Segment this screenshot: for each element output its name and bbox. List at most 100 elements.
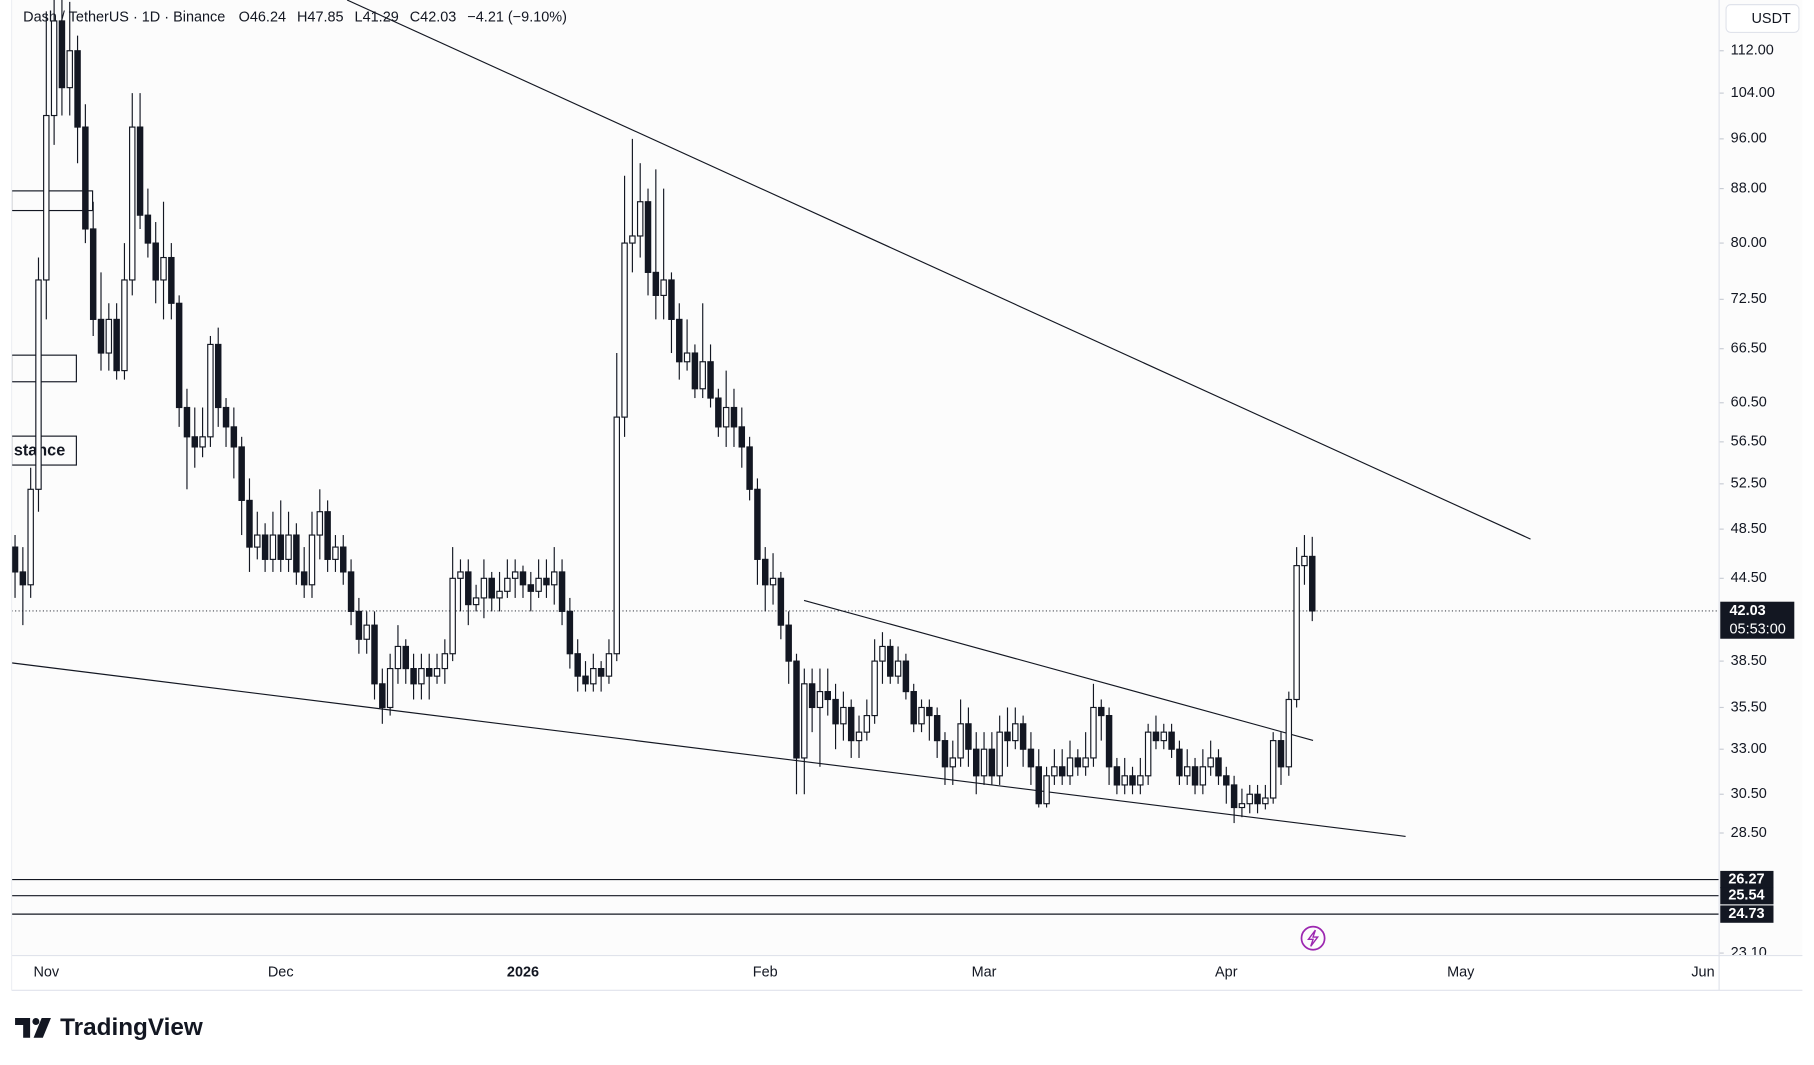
candle-body bbox=[379, 683, 386, 709]
y-tick-label: 44.50 bbox=[1731, 570, 1767, 586]
candle-body bbox=[683, 352, 691, 363]
horizontal-lines bbox=[11, 610, 1720, 915]
candle-body bbox=[926, 706, 933, 717]
countdown-label: 05:53:00 bbox=[1730, 621, 1786, 637]
candle-body bbox=[136, 126, 144, 216]
candle-body bbox=[394, 645, 402, 670]
candle-body bbox=[691, 352, 699, 390]
candle-body bbox=[879, 645, 886, 662]
y-tick-label: 35.50 bbox=[1731, 699, 1767, 715]
y-tick-label: 88.00 bbox=[1731, 180, 1767, 196]
candle-body bbox=[465, 571, 472, 606]
candle-body bbox=[316, 511, 324, 536]
candle-body bbox=[957, 723, 964, 759]
candle-body bbox=[996, 731, 1003, 777]
y-tick-label: 38.50 bbox=[1731, 653, 1767, 669]
candle-body bbox=[621, 242, 628, 418]
candle-body bbox=[676, 318, 683, 363]
candle-body bbox=[551, 571, 558, 586]
candle-body bbox=[58, 20, 66, 89]
candle-body bbox=[504, 577, 511, 592]
candle-body bbox=[605, 653, 613, 677]
x-tick-label: 2026 bbox=[507, 965, 539, 981]
candle-body bbox=[1215, 757, 1222, 777]
candle-body bbox=[730, 406, 738, 428]
x-tick-label: Feb bbox=[753, 965, 778, 981]
level-tag-label: 25.54 bbox=[1728, 888, 1764, 904]
currency-box[interactable] bbox=[1725, 4, 1800, 33]
change: −4.21 (−9.10%) bbox=[467, 9, 567, 25]
level-tag-label: 24.73 bbox=[1728, 906, 1764, 922]
plot-area: stance bbox=[11, 0, 1720, 915]
x-tick-label: Apr bbox=[1215, 965, 1238, 981]
x-tick-label: May bbox=[1447, 965, 1475, 981]
y-tick-label: 66.50 bbox=[1731, 341, 1767, 357]
candle-body bbox=[97, 318, 105, 354]
candle-body bbox=[183, 406, 191, 438]
event-icon[interactable] bbox=[1300, 925, 1326, 951]
ohlc-letter: C bbox=[410, 9, 420, 25]
candle-body bbox=[902, 660, 910, 693]
candle-body bbox=[1254, 793, 1261, 805]
candle-body bbox=[527, 584, 535, 592]
candle-body bbox=[19, 571, 27, 586]
candle-body bbox=[1183, 766, 1191, 777]
candle-body bbox=[277, 534, 284, 560]
candle-body bbox=[168, 256, 175, 304]
candle-body bbox=[324, 511, 331, 560]
candle-body bbox=[261, 534, 269, 560]
level-tag bbox=[1720, 887, 1774, 905]
candle-body bbox=[1035, 766, 1042, 805]
candle-body bbox=[175, 302, 183, 409]
candle-body bbox=[941, 740, 949, 768]
candle-body bbox=[43, 114, 50, 281]
x-tick-label: Jun bbox=[1691, 965, 1714, 981]
candle-body bbox=[1051, 766, 1058, 777]
candle-body bbox=[722, 406, 730, 428]
candle-body bbox=[1199, 766, 1207, 786]
ohlc-value: 42.03 bbox=[420, 9, 456, 25]
candle-body bbox=[238, 446, 245, 501]
candle-body bbox=[1043, 775, 1050, 805]
ohlc-letter: H bbox=[297, 9, 307, 25]
candle-body bbox=[887, 645, 894, 677]
candle-body bbox=[933, 715, 941, 742]
candle-body bbox=[410, 667, 417, 685]
candle-body bbox=[152, 242, 159, 281]
candle-body bbox=[1309, 555, 1316, 612]
candle-body bbox=[660, 279, 667, 296]
candle-body bbox=[371, 624, 378, 685]
candle-body bbox=[511, 571, 519, 579]
brand-logo: TradingView bbox=[15, 1014, 203, 1041]
candle-body bbox=[191, 436, 199, 448]
candle-body bbox=[50, 20, 58, 117]
y-tick-label: 80.00 bbox=[1731, 235, 1767, 251]
candle-body bbox=[980, 748, 988, 777]
candle-body bbox=[1113, 766, 1121, 786]
candle-body bbox=[1137, 775, 1144, 786]
candle-body bbox=[972, 748, 980, 777]
y-tick-label: 30.50 bbox=[1731, 786, 1767, 802]
candle-body bbox=[543, 577, 550, 586]
candle-body bbox=[340, 546, 347, 573]
candle-body bbox=[1160, 731, 1168, 742]
candle-body bbox=[425, 667, 433, 677]
candle-body bbox=[285, 534, 292, 560]
candle-body bbox=[1090, 706, 1097, 759]
ohlc-value: 47.85 bbox=[307, 9, 343, 25]
zone-box bbox=[11, 190, 94, 212]
ohlc-letter: L bbox=[355, 9, 363, 25]
candle-body bbox=[652, 271, 660, 296]
candle-body bbox=[66, 50, 73, 89]
candle-body bbox=[754, 488, 761, 560]
y-tick-label: 56.50 bbox=[1731, 434, 1767, 450]
candle-body bbox=[777, 577, 785, 626]
currency-label[interactable]: USDT bbox=[1752, 11, 1792, 27]
candle-body bbox=[457, 571, 464, 579]
candle-body bbox=[855, 731, 863, 742]
candle-body bbox=[793, 660, 800, 759]
trendline bbox=[11, 662, 1406, 837]
candle-body bbox=[82, 126, 89, 230]
ohlc-value: 46.24 bbox=[250, 9, 286, 25]
legend: Dash / TetherUS · 1D · Binance O46.24 H4… bbox=[23, 9, 567, 25]
